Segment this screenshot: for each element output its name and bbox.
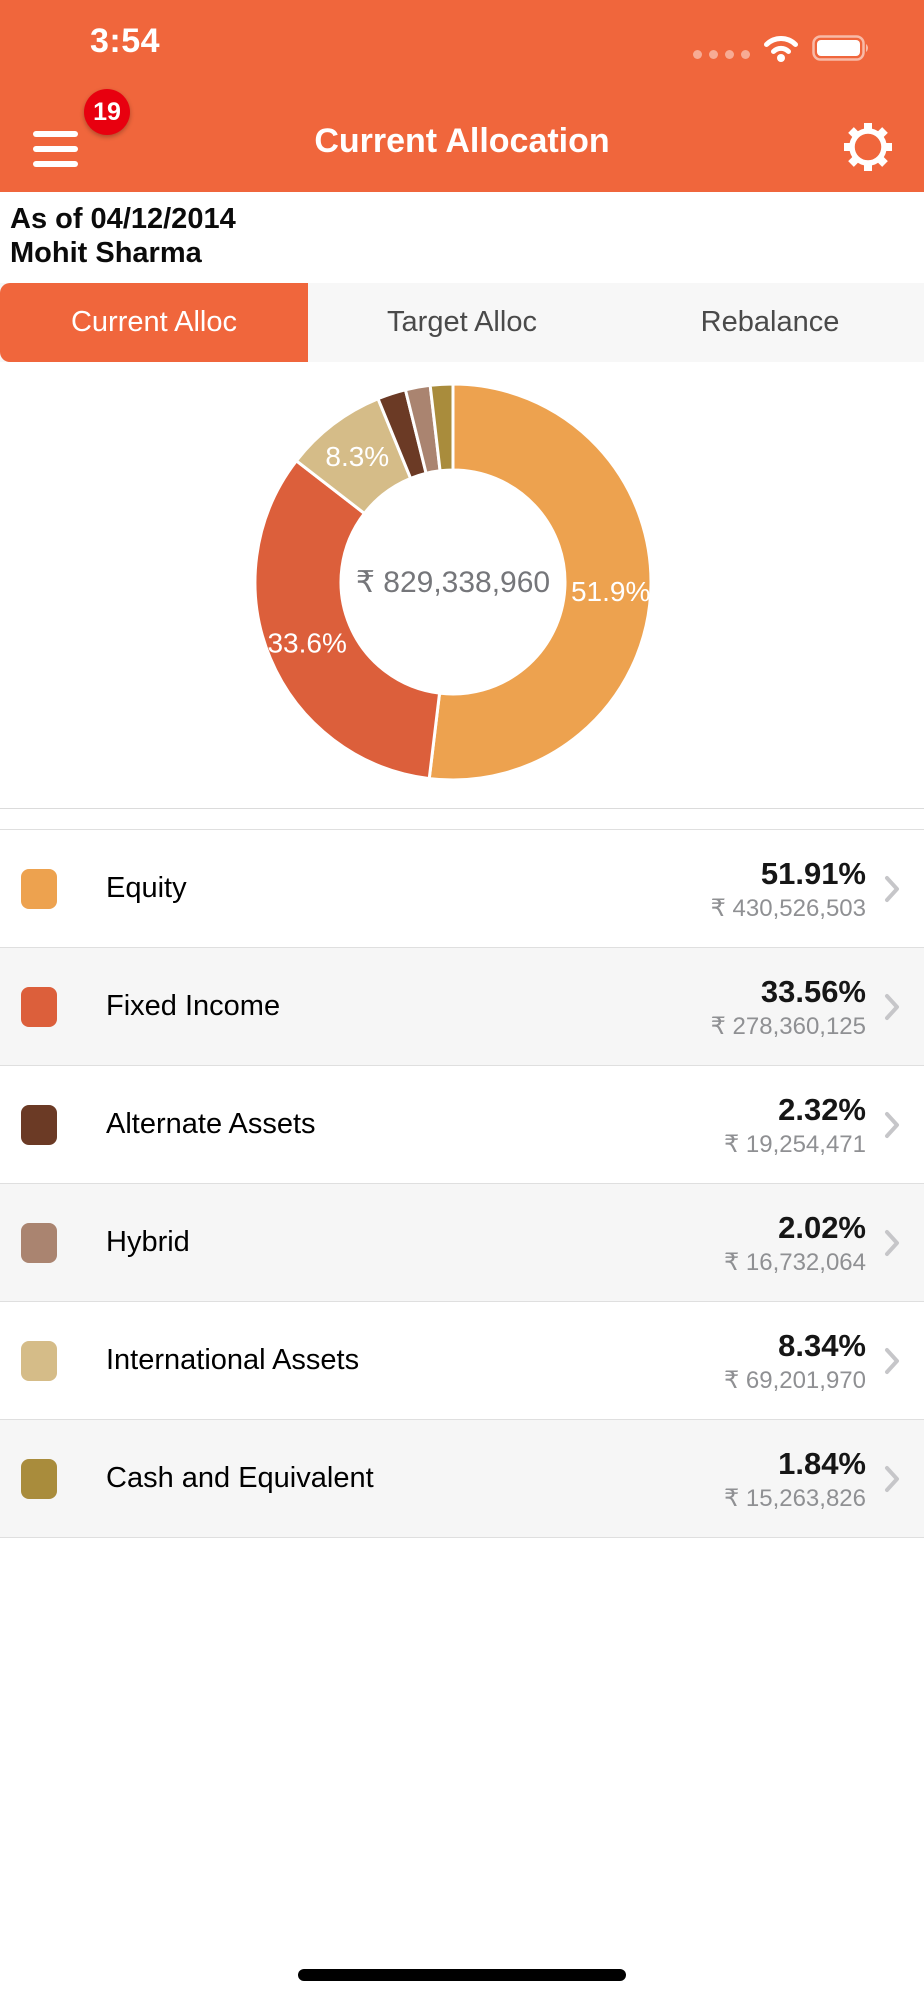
asset-percent: 2.02% (778, 1209, 866, 1245)
allocation-row-hybrid[interactable]: Hybrid 2.02% ₹ 16,732,064 (0, 1184, 924, 1302)
asset-amount: ₹ 430,526,503 (710, 894, 866, 922)
asset-percent: 51.91% (760, 855, 866, 891)
donut-segment-equity[interactable] (427, 382, 653, 782)
tab-rebalance[interactable]: Rebalance (700, 306, 840, 338)
asset-percent: 1.84% (778, 1445, 866, 1481)
chevron-right-icon (884, 1110, 900, 1140)
asset-amount: ₹ 15,263,826 (723, 1484, 866, 1512)
status-time: 3:54 (90, 22, 161, 60)
asset-color-swatch (21, 868, 57, 909)
page-title: Current Allocation (314, 122, 610, 160)
hamburger-icon (33, 131, 78, 176)
menu-button[interactable]: 19 (33, 89, 133, 176)
asset-name: Cash and Equivalent (106, 1462, 374, 1494)
allocation-row-alternate-assets[interactable]: Alternate Assets 2.32% ₹ 19,254,471 (0, 1066, 924, 1184)
asset-percent: 2.32% (778, 1091, 866, 1127)
client-name: Mohit Sharma (10, 237, 202, 269)
allocation-donut-chart[interactable]: ₹ 829,338,960 51.9% 33.6% 8.3% (0, 362, 924, 809)
asset-percent: 33.56% (760, 973, 866, 1009)
asset-percent: 8.34% (778, 1327, 866, 1363)
donut-center-value: ₹ 829,338,960 (356, 566, 550, 599)
cellular-signal-dots (693, 49, 750, 59)
donut-segment-label: 8.3% (325, 441, 389, 472)
asset-color-swatch (21, 986, 57, 1027)
asset-name: Alternate Assets (106, 1108, 316, 1140)
allocation-row-cash-and-equivalent[interactable]: Cash and Equivalent 1.84% ₹ 15,263,826 (0, 1420, 924, 1538)
tab-current-alloc[interactable]: Current Alloc (0, 283, 308, 362)
allocation-list: Equity 51.91% ₹ 430,526,503 Fixed Income… (0, 829, 924, 1538)
donut-segment-cash-and-equivalent[interactable] (428, 382, 455, 473)
chevron-right-icon (884, 1228, 900, 1258)
chevron-right-icon (884, 1464, 900, 1494)
asset-name: International Assets (106, 1344, 360, 1376)
notification-badge: 19 (84, 89, 130, 135)
donut-segment-fixed-income[interactable] (253, 458, 442, 781)
wifi-icon (761, 33, 801, 68)
asset-amount: ₹ 69,201,970 (723, 1366, 866, 1394)
asset-name: Fixed Income (106, 990, 281, 1022)
status-icons (693, 34, 870, 66)
asset-amount: ₹ 16,732,064 (723, 1248, 866, 1276)
chart-gap (0, 809, 924, 829)
tab-target-alloc[interactable]: Target Alloc (387, 306, 537, 338)
chevron-right-icon (884, 1346, 900, 1376)
allocation-row-international-assets[interactable]: International Assets 8.34% ₹ 69,201,970 (0, 1302, 924, 1420)
asset-color-swatch (21, 1458, 57, 1499)
allocation-row-fixed-income[interactable]: Fixed Income 33.56% ₹ 278,360,125 (0, 948, 924, 1066)
asset-name: Hybrid (106, 1226, 190, 1258)
as-of-date: As of 04/12/2014 (10, 203, 236, 235)
info-section: As of 04/12/2014 Mohit Sharma (0, 192, 924, 283)
asset-amount: ₹ 278,360,125 (710, 1012, 866, 1040)
tab-bar: Current Alloc Target Alloc Rebalance (0, 283, 924, 362)
chart-section: ₹ 829,338,960 51.9% 33.6% 8.3% (0, 362, 924, 809)
asset-color-swatch (21, 1104, 57, 1145)
asset-color-swatch (21, 1340, 57, 1381)
donut-segment-label: 51.9% (571, 576, 650, 607)
settings-button[interactable] (839, 118, 897, 176)
donut-segment-label: 33.6% (267, 628, 346, 659)
app-header: 3:54 19 Current Allocation (0, 0, 924, 192)
asset-amount: ₹ 19,254,471 (723, 1130, 866, 1158)
asset-color-swatch (21, 1222, 57, 1263)
chevron-right-icon (884, 874, 900, 904)
gear-icon (839, 123, 897, 180)
battery-icon (812, 34, 870, 66)
allocation-row-equity[interactable]: Equity 51.91% ₹ 430,526,503 (0, 830, 924, 948)
home-indicator[interactable] (298, 1969, 626, 1981)
asset-name: Equity (106, 872, 187, 904)
chevron-right-icon (884, 992, 900, 1022)
